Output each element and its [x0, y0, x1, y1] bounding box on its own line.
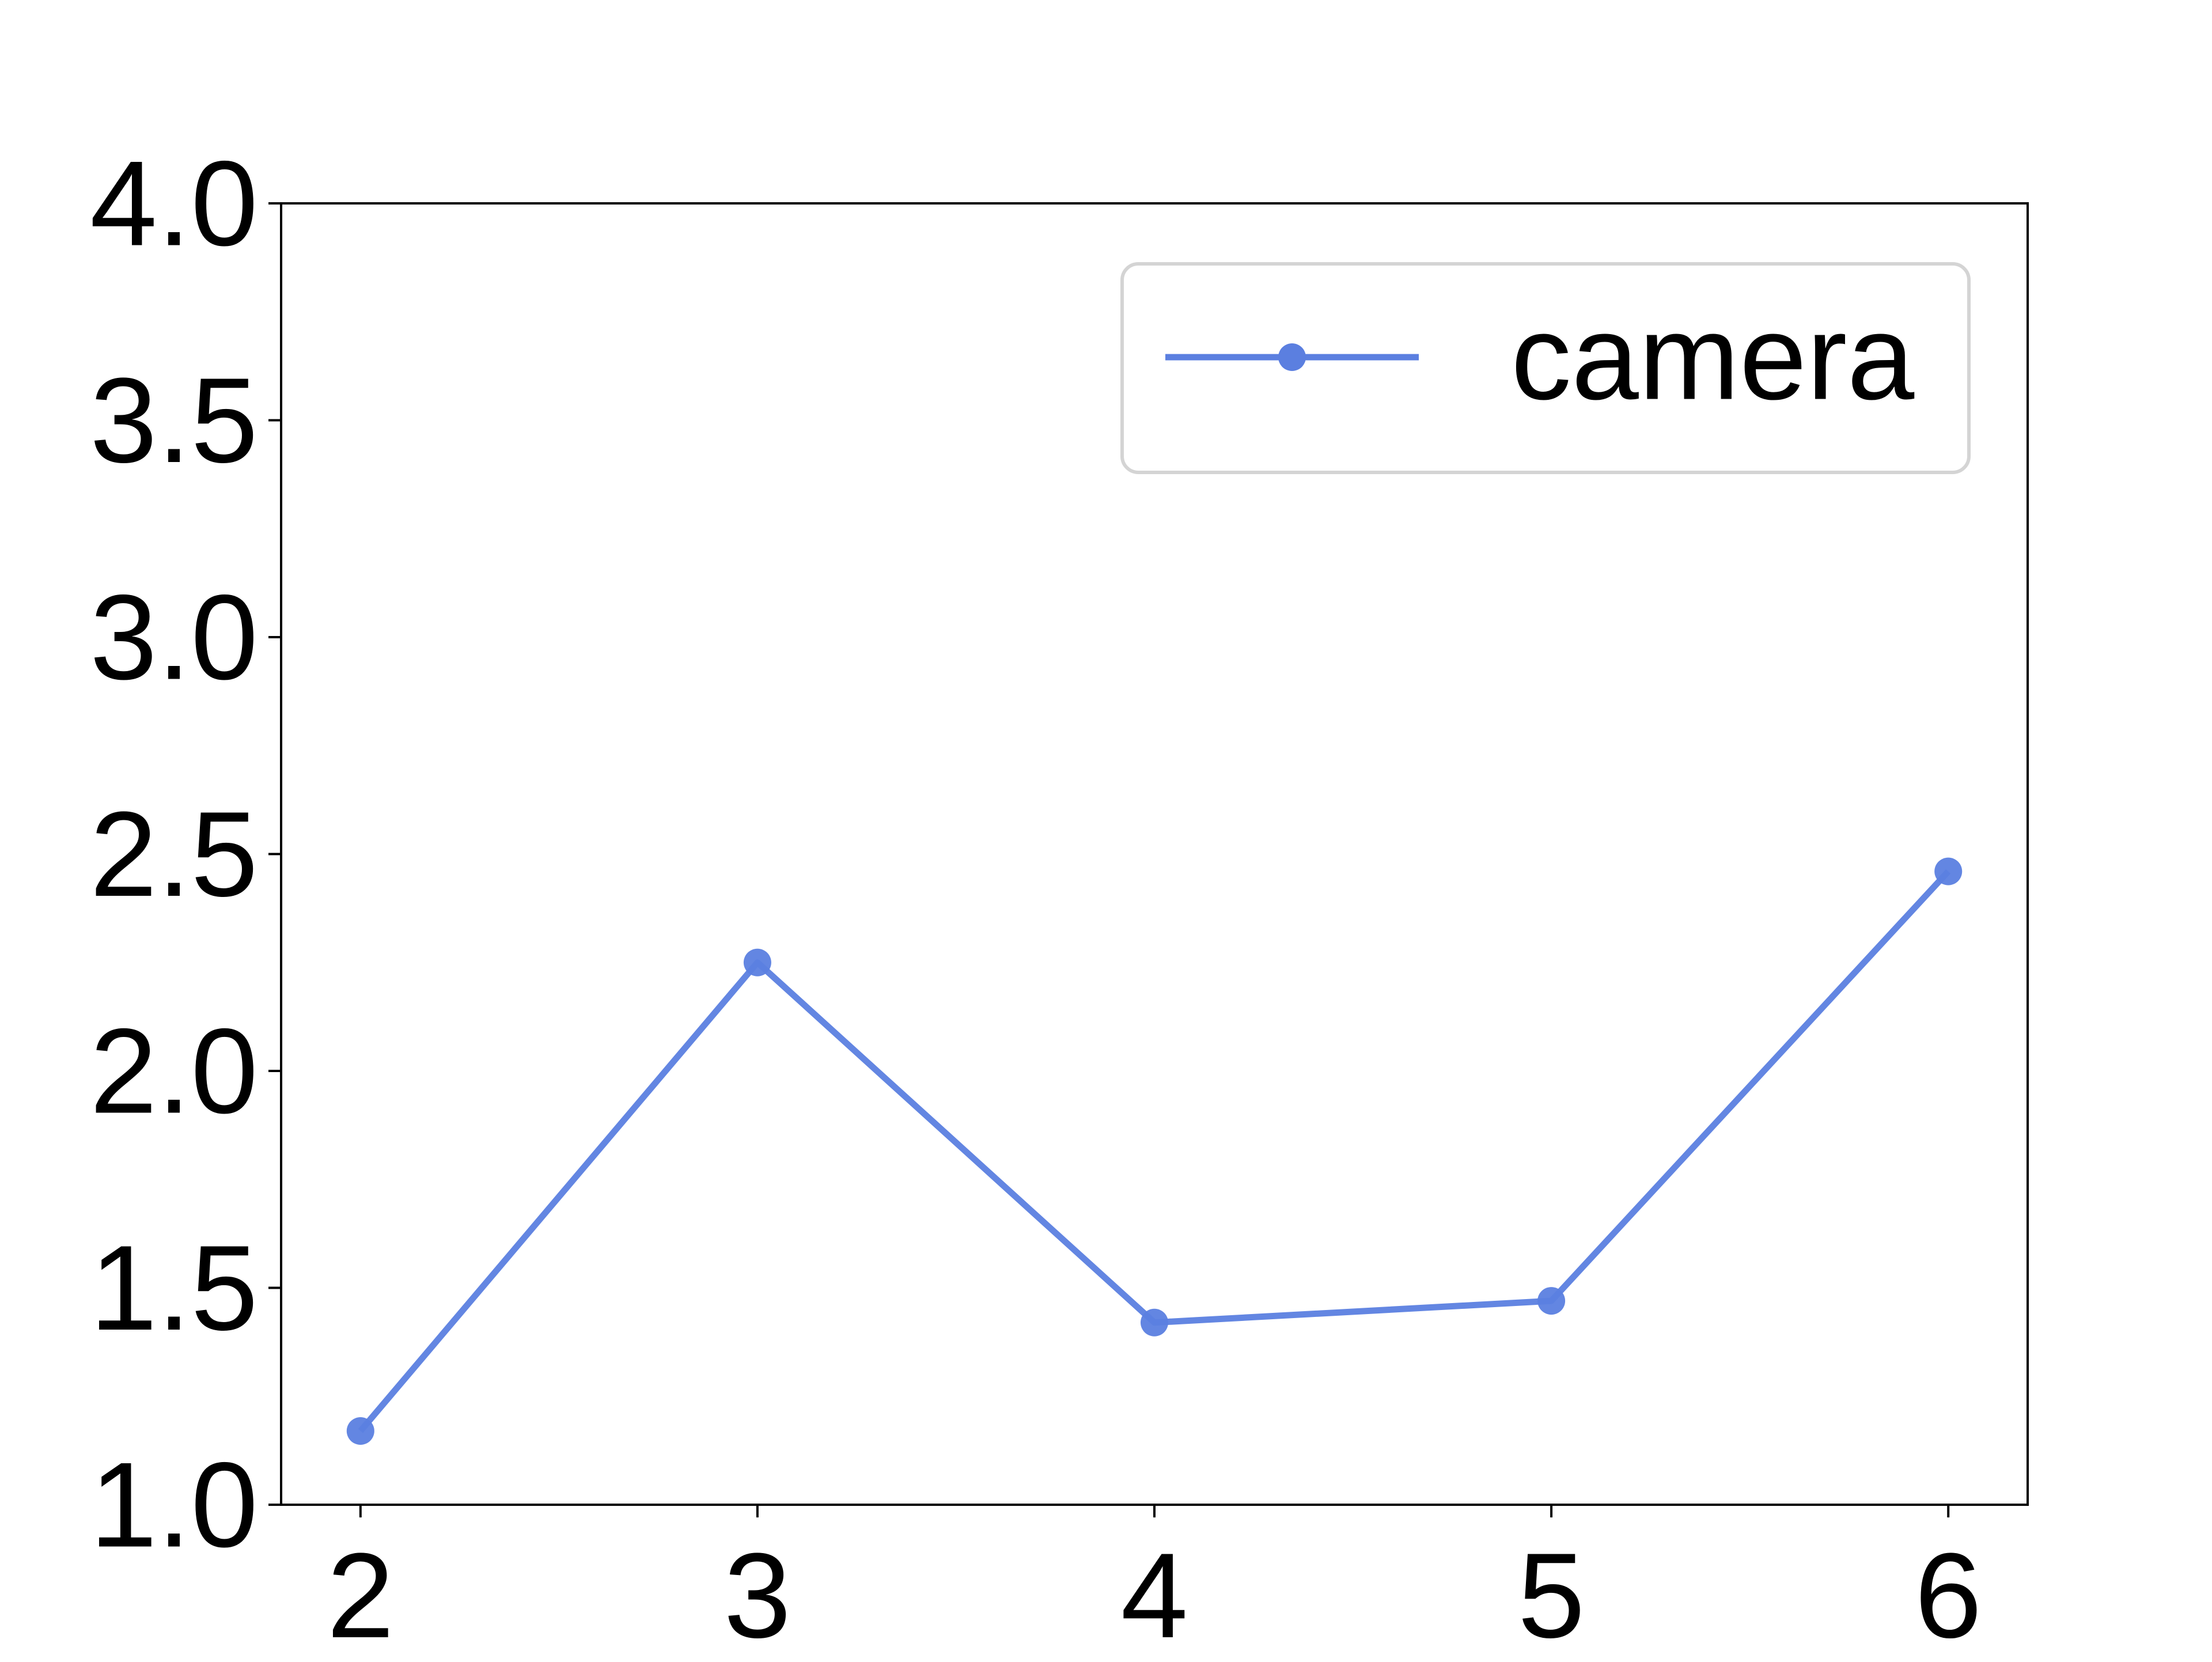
y-tick-label: 4.0: [90, 136, 258, 271]
legend: camera: [1120, 262, 1971, 474]
y-tick-label: 2.5: [90, 786, 258, 922]
legend-label: camera: [1511, 290, 1914, 425]
x-tick-label: 6: [1915, 1528, 1982, 1659]
y-tick-label: 1.5: [90, 1220, 258, 1356]
series-line-camera: [358, 869, 1951, 1433]
data-point: [1537, 1287, 1566, 1315]
legend-swatch-marker: [1278, 343, 1306, 371]
y-tick-label: 3.0: [90, 570, 258, 705]
data-point: [346, 1417, 374, 1445]
data-point: [1934, 857, 1963, 885]
x-tick-label: 2: [327, 1528, 394, 1659]
x-tick-label: 5: [1518, 1528, 1585, 1659]
y-tick-label: 2.0: [90, 1004, 258, 1139]
y-tick-label: 1.0: [90, 1437, 258, 1573]
x-tick-label: 3: [724, 1528, 791, 1659]
axes: 1.0 1.5 2.0 2.5 3.0 3.5 4.0 2 3 4 5 6: [90, 136, 2029, 1662]
legend-box: [1120, 262, 1971, 474]
x-tick-label: 4: [1121, 1528, 1188, 1659]
data-point: [743, 948, 771, 976]
y-tick-label: 3.5: [90, 353, 258, 488]
data-point: [1141, 1308, 1168, 1337]
series-layer: [346, 857, 1963, 1445]
